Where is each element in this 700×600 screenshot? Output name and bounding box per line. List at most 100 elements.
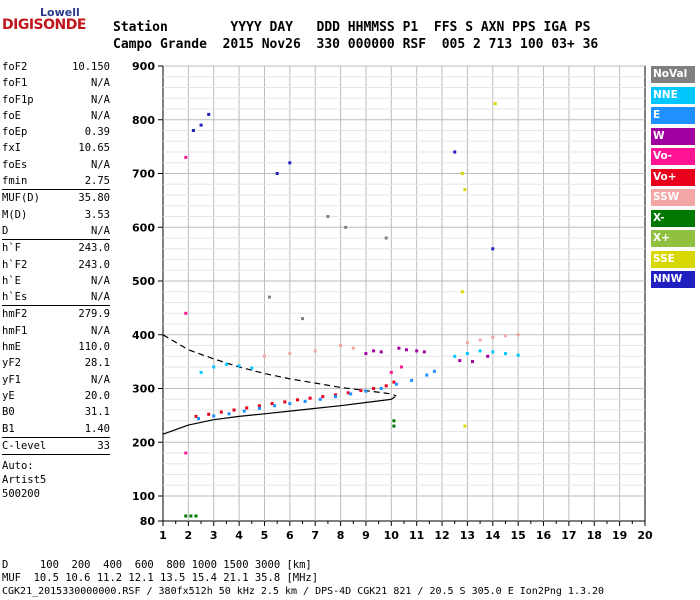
data-point <box>344 225 348 229</box>
legend-entry: Vo+ <box>651 168 695 186</box>
x-tick-label: 15 <box>511 529 526 542</box>
data-point <box>268 295 271 299</box>
data-point <box>189 514 193 518</box>
x-tick-label: 4 <box>235 529 243 542</box>
param-label: foF1p <box>2 93 34 106</box>
param-label: hmF2 <box>2 308 28 321</box>
legend-entry: E <box>651 107 695 124</box>
param-row: hmE 110.0 <box>2 339 110 355</box>
param-separator <box>2 305 110 307</box>
param-row: yF1 N/A <box>2 372 110 388</box>
data-point <box>339 344 343 347</box>
data-point <box>392 380 396 384</box>
footer-file-info: CGK21_2015330000000.RSF / 380fx512h 50 k… <box>2 586 605 597</box>
data-point <box>384 236 388 240</box>
param-label: fmin <box>2 175 28 188</box>
x-tick-label: 3 <box>210 529 218 542</box>
legend-entry: X- <box>651 209 695 227</box>
data-point <box>384 384 388 388</box>
data-point <box>410 378 414 382</box>
x-tick-label: 11 <box>409 529 424 542</box>
data-point <box>405 348 408 352</box>
parameter-panel: foF2 10.150 foF1 N/A foF1p N/A foE N/A foEp 0.39 f… <box>2 59 110 501</box>
param-row: foF1 N/A <box>2 75 110 91</box>
x-tick-label: 17 <box>561 529 576 542</box>
data-point <box>296 398 299 402</box>
param-row: yF2 28.1 <box>2 355 110 371</box>
data-point <box>397 346 401 350</box>
param-row: foEs N/A <box>2 157 110 173</box>
data-point <box>346 391 350 395</box>
data-point <box>465 352 469 356</box>
data-point <box>313 349 317 353</box>
data-point <box>301 317 304 321</box>
x-tick-label: 9 <box>362 529 370 542</box>
data-point <box>197 417 200 421</box>
param-value: N/A <box>91 291 110 304</box>
legend-entry: NNE <box>651 86 695 104</box>
data-point <box>465 341 469 345</box>
data-point <box>394 382 398 386</box>
x-tick-label: 14 <box>485 529 501 542</box>
data-point <box>232 408 236 412</box>
data-point <box>275 172 279 175</box>
data-point <box>379 387 383 390</box>
x-tick-label: 18 <box>587 529 602 542</box>
auto-info: Artist5 <box>2 474 47 487</box>
data-point <box>191 129 195 132</box>
legend-entry: NoVal <box>651 66 695 83</box>
data-point <box>432 369 436 373</box>
data-point <box>212 365 216 369</box>
param-value: 28.1 <box>84 357 110 370</box>
header-values: Campo Grande 2015 Nov26 330 000000 RSF 0… <box>113 37 599 52</box>
legend-entry: W <box>651 127 695 145</box>
param-value: 243.0 <box>78 242 110 255</box>
param-label: D <box>2 224 9 237</box>
legend-entry: NNW <box>651 271 695 288</box>
data-point <box>273 404 277 408</box>
param-label: B1 <box>2 422 15 435</box>
legend-entry: SSE <box>651 250 695 268</box>
param-label: B0 <box>2 406 15 419</box>
data-point <box>303 399 307 403</box>
data-point <box>471 360 474 364</box>
auto-info: 500200 <box>2 488 40 501</box>
data-point <box>212 414 216 418</box>
y-tick-label: 800 <box>132 114 155 127</box>
data-point <box>463 188 467 192</box>
y-tick-label: 900 <box>132 60 155 73</box>
data-point <box>207 412 211 416</box>
param-label: yF1 <box>2 373 21 386</box>
param-value: 33 <box>97 439 110 452</box>
param-separator <box>2 454 110 456</box>
data-point <box>283 400 287 404</box>
param-row: M(D) 3.53 <box>2 207 110 223</box>
data-point <box>199 123 203 127</box>
data-point <box>364 352 368 356</box>
y-tick-label: 500 <box>132 275 155 288</box>
param-label: hmE <box>2 341 21 354</box>
param-label: foEp <box>2 126 28 139</box>
param-label: foF1 <box>2 77 28 90</box>
x-tick-label: 6 <box>286 529 294 542</box>
param-separator <box>2 436 110 438</box>
data-point <box>257 406 261 410</box>
data-point <box>242 409 246 413</box>
data-point <box>184 451 188 455</box>
footer-muf: MUF 10.5 10.6 11.2 12.1 13.5 15.4 21.1 3… <box>2 572 319 584</box>
data-point <box>379 350 383 354</box>
param-row: C-level 33 <box>2 438 110 454</box>
data-point <box>463 424 467 428</box>
legend-entry: Vo- <box>651 148 695 165</box>
param-row: h`F2 243.0 <box>2 257 110 273</box>
data-point <box>372 387 376 390</box>
x-tick-label: 7 <box>311 529 319 542</box>
param-value: 35.80 <box>78 192 110 205</box>
param-value: N/A <box>91 158 110 171</box>
data-point <box>349 392 353 396</box>
y-tick-label: 80 <box>140 515 156 528</box>
x-tick-label: 20 <box>637 529 653 542</box>
param-label: hmF1 <box>2 324 28 337</box>
param-row: foE N/A <box>2 108 110 124</box>
